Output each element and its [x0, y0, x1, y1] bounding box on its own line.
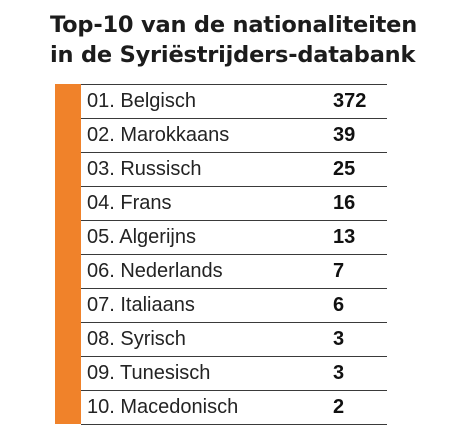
nationality-label: 04. Frans	[87, 192, 172, 214]
nationality-label: 10. Macedonisch	[87, 396, 239, 418]
nationality-label: 05. Algerijns	[87, 226, 196, 248]
nationality-label: 09. Tunesisch	[87, 362, 211, 384]
count-value: 372	[333, 90, 367, 112]
nationality-table: 01. Belgisch 372 02. Marokkaans 39 03. Russi…	[81, 84, 387, 425]
chart-title: Top-10 van de nationaliteiten in de Syri…	[50, 10, 455, 70]
count-value: 16	[333, 192, 356, 214]
nationality-label: 07. Italiaans	[87, 294, 195, 316]
count-value: 2	[333, 396, 345, 418]
count-value: 39	[333, 124, 356, 146]
nationality-label: 02. Marokkaans	[87, 124, 230, 146]
table-row: 09. Tunesisch 3	[81, 357, 387, 391]
table-row: 02. Marokkaans 39	[81, 119, 387, 153]
nationality-label: 06. Nederlands	[87, 260, 223, 282]
nationality-label: 01. Belgisch	[87, 90, 196, 112]
table-row: 08. Syrisch 3	[81, 323, 387, 357]
table-row: 10. Macedonisch 2	[81, 391, 387, 425]
chart-title-line-1: Top-10 van de nationaliteiten	[50, 12, 418, 38]
count-value: 3	[333, 362, 345, 384]
table-row: 07. Italiaans 6	[81, 289, 387, 323]
count-value: 3	[333, 328, 345, 350]
table-row: 03. Russisch 25	[81, 153, 387, 187]
nationality-label: 03. Russisch	[87, 158, 202, 180]
chart-title-line-2: in de Syriëstrijders-databank	[50, 42, 416, 68]
table-row: 06. Nederlands 7	[81, 255, 387, 289]
table-row: 04. Frans 16	[81, 187, 387, 221]
count-value: 13	[333, 226, 356, 248]
orange-accent-bar	[55, 84, 81, 424]
nationality-label: 08. Syrisch	[87, 328, 186, 350]
count-value: 7	[333, 260, 345, 282]
table-row: 01. Belgisch 372	[81, 85, 387, 119]
count-value: 6	[333, 294, 345, 316]
table-row: 05. Algerijns 13	[81, 221, 387, 255]
count-value: 25	[333, 158, 356, 180]
